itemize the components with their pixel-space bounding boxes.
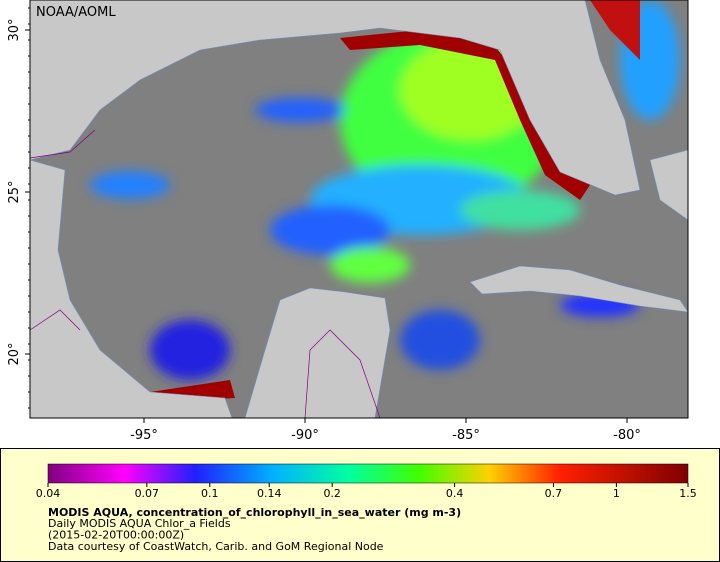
colorbar [47,463,689,484]
lon-label: -80° [613,428,641,443]
lat-label: 30° [7,18,22,41]
colorbar-label: 0.1 [201,487,219,500]
colorbar-label: 0.4 [446,487,464,500]
land [30,0,688,418]
attribution: NOAA/AOML [36,5,116,20]
lon-label: -90° [291,428,319,443]
colorbar-label: 1 [613,487,620,500]
lon-label: -95° [130,428,158,443]
caption-line: Data courtesy of CoastWatch, Carib. and … [48,540,384,553]
caption-line: (2015-02-20T00:00:00Z) [48,529,184,542]
colorbar-label: 0.14 [257,487,282,500]
colorbar-label: 0.7 [545,487,563,500]
map [30,0,688,418]
colorbar-label: 0.2 [323,487,341,500]
borders [30,129,381,418]
lat-label: 20° [7,342,22,365]
colorbar-label: 0.07 [135,487,160,500]
lon-label: -85° [452,428,480,443]
coastal-bloom [590,0,640,60]
chlorophyll-field [90,0,680,380]
lat-label: 25° [7,180,22,203]
colorbar-label: 1.5 [679,487,697,500]
map-frame [29,0,689,419]
colorbar-label: 0.04 [36,487,61,500]
caption-line: Daily MODIS AQUA Chlor_a Fields [48,517,231,530]
caption-title: MODIS AQUA, concentration_of_chlorophyll… [48,506,461,519]
